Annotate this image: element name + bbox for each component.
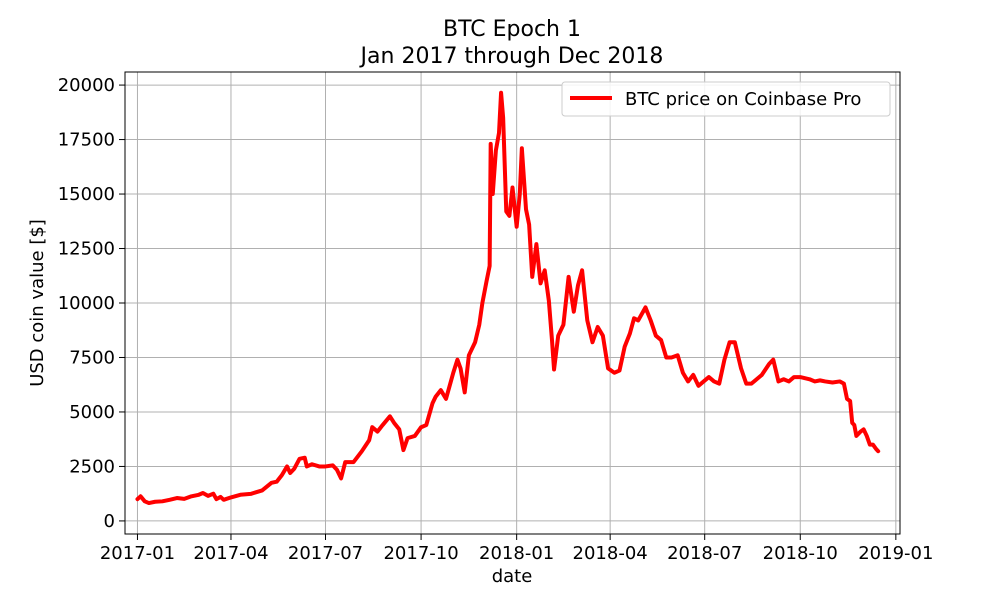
y-tick-label: 2500 <box>69 456 115 477</box>
x-tick-label: 2019-01 <box>858 543 933 564</box>
y-tick-label: 10000 <box>58 293 115 314</box>
x-tick-label: 2017-04 <box>193 543 268 564</box>
y-tick-label: 5000 <box>69 402 115 423</box>
x-tick-label: 2018-01 <box>479 543 554 564</box>
x-tick-label: 2017-10 <box>383 543 458 564</box>
y-axis-label: USD coin value [$] <box>27 219 48 387</box>
y-tick-label: 20000 <box>58 75 115 96</box>
axis-ticks: 2017-01 2017-04 2017-07 2017-10 2018-01 2018-… <box>58 75 934 564</box>
legend: BTC price on Coinbase Pro <box>561 81 891 117</box>
series-line-0 <box>135 90 881 506</box>
chart-title: BTC Epoch 1 <box>443 17 581 42</box>
x-axis-label: date <box>492 566 533 587</box>
y-tick-label: 0 <box>104 511 115 532</box>
x-tick-label: 2017-07 <box>288 543 363 564</box>
legend-box <box>561 81 891 117</box>
x-tick-label: 2017-01 <box>100 543 175 564</box>
x-tick-label: 2018-10 <box>763 543 838 564</box>
chart-subtitle: Jan 2017 through Dec 2018 <box>359 44 664 69</box>
y-tick-label: 7500 <box>69 347 115 368</box>
y-tick-label: 12500 <box>58 239 115 260</box>
y-tick-label: 17500 <box>58 130 115 151</box>
series-lines <box>135 90 881 506</box>
grid-lines <box>125 72 900 534</box>
plot-frame <box>124 71 901 535</box>
y-tick-label: 15000 <box>58 184 115 205</box>
x-tick-label: 2018-04 <box>573 543 648 564</box>
x-tick-label: 2018-07 <box>667 543 742 564</box>
legend-label: BTC price on Coinbase Pro <box>625 89 861 110</box>
